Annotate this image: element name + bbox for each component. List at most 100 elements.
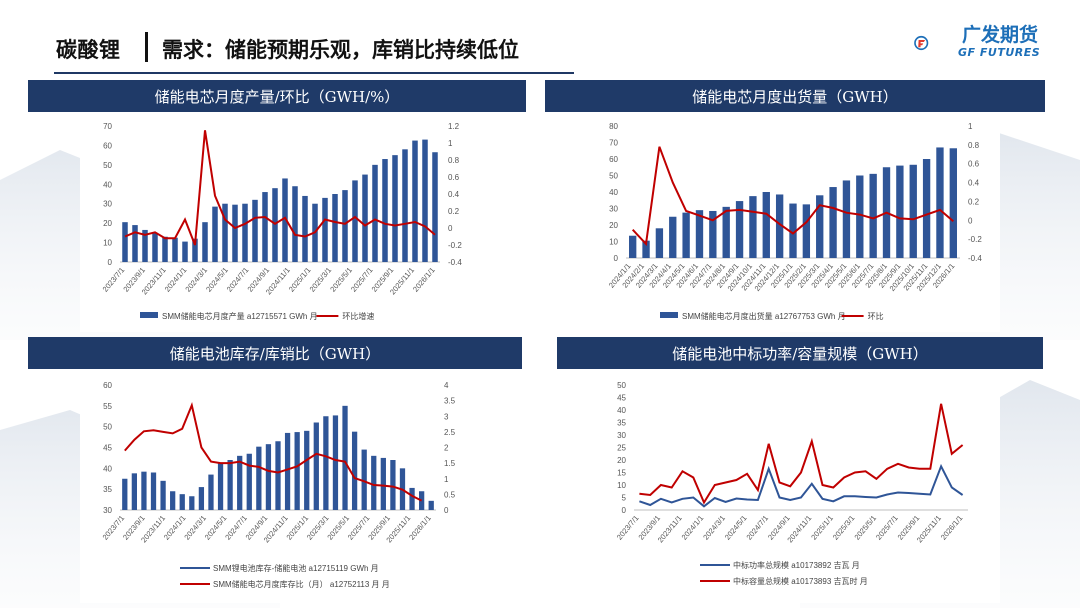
y2-tick-label: 0.2 xyxy=(968,197,980,206)
bar xyxy=(869,173,877,258)
x-tick-label: 2024/3/1 xyxy=(701,514,727,542)
bar xyxy=(141,471,147,510)
slide-header: 碳酸锂 需求：储能预期乐观，库销比持续低位 广发期货 GF FUTURES xyxy=(0,0,1080,80)
panel-title-inventory: 储能电池库存/库销比（GWH） xyxy=(28,337,522,369)
x-tick-label: 2024/5/1 xyxy=(723,514,749,542)
y-tick-label: 20 xyxy=(609,221,618,230)
x-tick-label: 2026/1/1 xyxy=(411,266,437,294)
y-tick-label: 20 xyxy=(617,456,626,465)
bar xyxy=(909,164,917,258)
bar xyxy=(272,188,278,262)
y-tick-label: 35 xyxy=(617,419,626,428)
bar xyxy=(160,480,166,510)
bar xyxy=(762,192,770,258)
bar xyxy=(695,210,704,258)
bar xyxy=(170,491,176,510)
legend-swatch xyxy=(140,312,158,318)
y-tick-label: 70 xyxy=(609,139,618,148)
bar xyxy=(816,195,824,258)
chart-shipment: 01020304050607080-0.4-0.200.20.40.60.812… xyxy=(600,116,1000,332)
bar xyxy=(208,474,214,510)
y2-tick-label: 0.8 xyxy=(968,141,980,150)
bar xyxy=(162,236,168,262)
x-tick-label: 2025/5/1 xyxy=(852,514,878,542)
bar xyxy=(789,203,797,258)
y-tick-label: 5 xyxy=(622,494,627,503)
y-tick-label: 50 xyxy=(609,172,618,181)
y-tick-label: 15 xyxy=(617,469,626,478)
y2-tick-label: -0.2 xyxy=(968,235,982,244)
bar xyxy=(372,164,378,262)
legend-swatch xyxy=(660,312,678,318)
bar xyxy=(402,149,408,262)
y2-tick-label: 2.5 xyxy=(444,428,456,437)
title-divider xyxy=(145,32,148,62)
legend-label: 中标容量总规模 a10173893 吉瓦时 月 xyxy=(733,576,868,586)
bar xyxy=(131,473,137,510)
y2-tick-label: 2 xyxy=(444,444,449,453)
y2-tick-label: 0.2 xyxy=(448,207,460,216)
x-tick-label: 2026/1/1 xyxy=(939,514,965,542)
x-tick-label: 2025/1/1 xyxy=(809,514,835,542)
y-tick-label: 40 xyxy=(609,188,618,197)
series-line xyxy=(631,146,954,247)
bar xyxy=(256,446,262,510)
y2-tick-label: 0 xyxy=(448,224,453,233)
bar xyxy=(142,229,148,262)
panel-title-tender: 储能电池中标功率/容量规模（GWH） xyxy=(557,337,1043,369)
bar xyxy=(323,416,329,510)
bar xyxy=(242,203,248,262)
y-tick-label: 60 xyxy=(609,155,618,164)
bar xyxy=(422,139,428,262)
bar xyxy=(829,187,837,258)
bar xyxy=(182,241,188,262)
y2-tick-label: 0.8 xyxy=(448,156,460,165)
bar xyxy=(409,487,415,510)
bar xyxy=(896,165,904,258)
bar xyxy=(432,152,438,262)
y2-tick-label: 0.6 xyxy=(448,173,460,182)
bar xyxy=(304,430,310,510)
bar xyxy=(655,228,664,258)
y-tick-label: 55 xyxy=(103,402,112,411)
bar xyxy=(275,441,281,510)
chart-tender: 051015202530354045502023/7/12023/9/12023… xyxy=(600,375,1000,603)
bar xyxy=(842,180,851,258)
logo-chinese-text: 广发期货 xyxy=(962,24,1039,46)
panel-title-shipment: 储能电芯月度出货量（GWH） xyxy=(545,80,1045,112)
y-tick-label: 0 xyxy=(614,254,619,263)
y2-tick-label: 0.4 xyxy=(448,190,460,199)
y2-tick-label: 1 xyxy=(968,122,973,131)
y-tick-label: 60 xyxy=(103,141,112,150)
series-line xyxy=(639,403,964,505)
y-tick-label: 50 xyxy=(103,161,112,170)
x-tick-label: 2025/7/1 xyxy=(874,514,900,542)
bar xyxy=(922,159,931,258)
bar xyxy=(361,449,367,510)
bar xyxy=(252,199,258,262)
bar xyxy=(419,491,425,510)
x-tick-label: 2023/7/1 xyxy=(615,514,641,542)
bar xyxy=(313,422,319,510)
bar xyxy=(122,222,128,262)
x-tick-label: 2024/1/1 xyxy=(680,514,706,542)
bar xyxy=(152,232,158,262)
y2-tick-label: -0.4 xyxy=(448,258,462,267)
y-tick-label: 50 xyxy=(103,423,112,432)
bar xyxy=(217,463,224,510)
bar xyxy=(202,222,208,262)
bar xyxy=(749,196,757,258)
bar xyxy=(179,494,185,510)
bar xyxy=(150,472,157,510)
y-tick-label: 0 xyxy=(108,258,113,267)
y-tick-label: 40 xyxy=(103,464,112,473)
bar xyxy=(332,415,339,510)
bar xyxy=(382,159,388,262)
y-tick-label: 40 xyxy=(617,406,626,415)
bar xyxy=(237,455,243,510)
y-tick-label: 30 xyxy=(103,200,112,209)
bar xyxy=(352,180,358,262)
y2-tick-label: -0.4 xyxy=(968,254,982,263)
y-tick-label: 45 xyxy=(617,394,626,403)
series-line xyxy=(124,401,423,502)
